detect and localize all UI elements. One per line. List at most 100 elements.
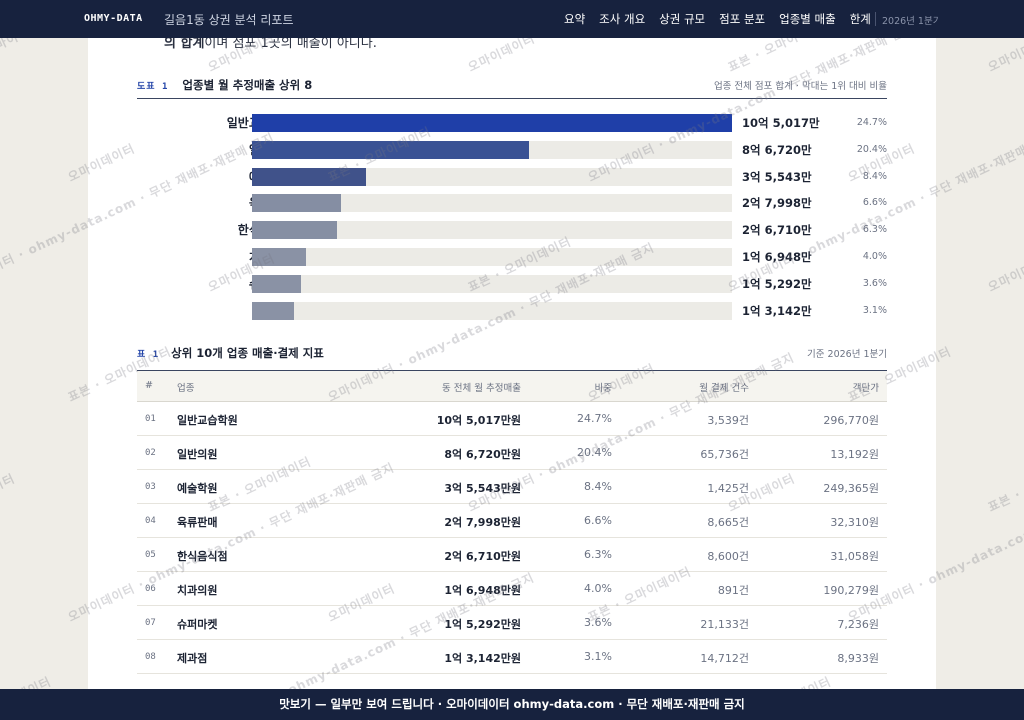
cell-rank: 06 <box>145 584 156 594</box>
cell-industry: 일반교습학원 <box>177 414 238 427</box>
table-row[interactable]: 08 제과점 1억 3,142만원 3.1% 14,712건 8,933원 <box>137 640 887 674</box>
cell-industry: 제과점 <box>177 652 208 665</box>
bar <box>252 194 342 213</box>
cell-avg: 31,058원 <box>830 550 879 563</box>
cell-count: 3,539건 <box>707 414 749 427</box>
bar-value-label: 8억 6,720만 <box>742 142 812 157</box>
cell-sales: 1억 5,292만원 <box>444 618 521 631</box>
bar-track <box>252 114 732 132</box>
cell-industry: 일반의원 <box>177 448 218 461</box>
bar-share-label: 6.3% <box>862 224 887 236</box>
cell-sales: 3억 5,543만원 <box>444 482 521 495</box>
bar-value-label: 2억 7,998만 <box>742 196 812 211</box>
bar-track <box>252 274 732 293</box>
main-nav: 요약 조사 개요 상권 규모 점포 분포 업종별 매출 한계 <box>564 11 885 27</box>
bar <box>252 167 366 186</box>
table-title: 상위 10개 업종 매출·결제 지표 <box>171 346 324 360</box>
bar <box>252 140 530 159</box>
cell-industry: 예술학원 <box>177 482 218 495</box>
nav-item-survey-overview[interactable]: 조사 개요 <box>599 12 646 26</box>
cell-avg: 190,279원 <box>823 584 879 597</box>
cell-share: 6.3% <box>584 548 612 561</box>
cell-sales: 10억 5,017만원 <box>436 414 521 427</box>
bar-share-label: 8.4% <box>862 170 887 182</box>
figure-title: 업종별 월 추정매출 상위 8 <box>182 78 313 92</box>
cell-industry: 육류판매 <box>177 516 218 529</box>
bar <box>252 248 307 266</box>
cell-avg: 296,770원 <box>823 414 879 427</box>
bar-share-label: 4.0% <box>862 251 887 262</box>
table-row[interactable]: 02 일반의원 8억 6,720만원 20.4% 65,736건 13,192원 <box>137 436 887 470</box>
top-navigation-bar: OHMY-DATA 길음1동 상권 분석 리포트 요약 조사 개요 상권 규모 … <box>0 0 1024 38</box>
cell-count: 1,425건 <box>707 482 749 495</box>
table-row[interactable]: 01 일반교습학원 10억 5,017만원 24.7% 3,539건 296,770원 <box>137 402 887 436</box>
table-head: # 업종 동 전체 월 추정매출 비중 월 결제 건수 객단가 <box>137 370 887 402</box>
bar <box>252 221 338 240</box>
table-row[interactable]: 04 육류판매 2억 7,998만원 6.6% 8,665건 32,310원 <box>137 504 887 538</box>
nav-item-store-distribution[interactable]: 점포 분포 <box>719 12 766 26</box>
bar-value-label: 3억 5,543만 <box>742 169 812 184</box>
nav-item-sales-by-industry[interactable]: 업종별 매출 <box>779 12 836 26</box>
cell-avg: 8,933원 <box>837 652 879 665</box>
preview-banner: 맛보기 — 일부만 보여 드립니다 · 오마이데이터 ohmy-data.com… <box>0 689 1024 720</box>
cell-share: 24.7% <box>577 412 612 425</box>
intro-rest: 이며 점포 1곳의 매출이 아니다. <box>204 38 377 51</box>
cell-sales: 1억 3,142만원 <box>444 652 521 665</box>
bar-share-label: 20.4% <box>856 143 887 155</box>
intro-text: 의 합계이며 점포 1곳의 매출이 아니다. <box>164 38 377 51</box>
table-row[interactable]: 07 슈퍼마켓 1억 5,292만원 3.6% 21,133건 7,236원 <box>137 606 887 640</box>
nav-item-limitations[interactable]: 한계 <box>849 12 871 26</box>
table-row[interactable]: 06 치과의원 1억 6,948만원 4.0% 891건 190,279원 <box>137 572 887 606</box>
col-share: 비중 <box>594 383 612 394</box>
preview-banner-text: 맛보기 — 일부만 보여 드립니다 · 오마이데이터 ohmy-data.com… <box>279 697 745 711</box>
report-period: 2026년 1분기 <box>882 16 938 27</box>
cell-rank: 07 <box>145 618 156 628</box>
bar-track <box>252 221 732 240</box>
bar-track <box>252 140 732 159</box>
table-row[interactable]: 03 예술학원 3억 5,543만원 8.4% 1,425건 249,365원 <box>137 470 887 504</box>
cell-avg: 32,310원 <box>830 516 879 529</box>
intro-bold: 의 합계 <box>164 38 205 51</box>
cell-sales: 2억 6,710만원 <box>444 550 521 563</box>
bar-share-label: 24.7% <box>856 117 887 128</box>
bar-share-label: 3.6% <box>862 277 887 289</box>
bar-track <box>252 248 732 266</box>
bar-value-label: 1억 5,292만 <box>742 276 812 291</box>
bar-track <box>252 167 732 186</box>
table-row[interactable]: 05 한식음식점 2억 6,710만원 6.3% 8,600건 31,058원 <box>137 538 887 572</box>
cell-sales: 1억 6,948만원 <box>444 584 521 597</box>
cell-industry: 치과의원 <box>177 584 218 597</box>
cell-industry: 한식음식점 <box>177 550 228 563</box>
table-body: 01 일반교습학원 10억 5,017만원 24.7% 3,539건 296,770원 02… <box>137 402 887 674</box>
cell-avg: 249,365원 <box>823 482 879 495</box>
cell-rank: 03 <box>145 482 156 492</box>
bar-track <box>252 194 732 213</box>
bar-share-label: 3.1% <box>862 304 887 316</box>
cell-share: 8.4% <box>584 480 612 493</box>
bar-value-label: 2억 6,710만 <box>742 223 812 238</box>
cell-count: 14,712건 <box>700 652 749 665</box>
cell-rank: 05 <box>145 550 156 560</box>
bar-share-label: 6.6% <box>862 197 887 209</box>
cell-count: 8,665건 <box>707 516 749 529</box>
nav-item-summary[interactable]: 요약 <box>564 12 586 26</box>
cell-rank: 01 <box>145 414 156 424</box>
cell-count: 21,133건 <box>700 618 749 631</box>
cell-share: 3.1% <box>584 650 612 663</box>
bar <box>252 274 301 293</box>
metrics-table: # 업종 동 전체 월 추정매출 비중 월 결제 건수 객단가 01 일반교습학원… <box>137 370 887 674</box>
bar-value-label: 1억 3,142만 <box>742 303 812 318</box>
figure-rule <box>137 98 887 99</box>
figure-header: 도표 1 업종별 월 추정매출 상위 8 업종 전체 점포 합계 · 막대는 1… <box>137 77 887 93</box>
cell-count: 65,736건 <box>700 448 749 461</box>
bar <box>252 114 732 132</box>
brand-logo[interactable]: OHMY-DATA <box>84 13 143 24</box>
report-title: 길음1동 상권 분석 리포트 <box>164 13 294 27</box>
nav-item-market-size[interactable]: 상권 규모 <box>659 12 706 26</box>
